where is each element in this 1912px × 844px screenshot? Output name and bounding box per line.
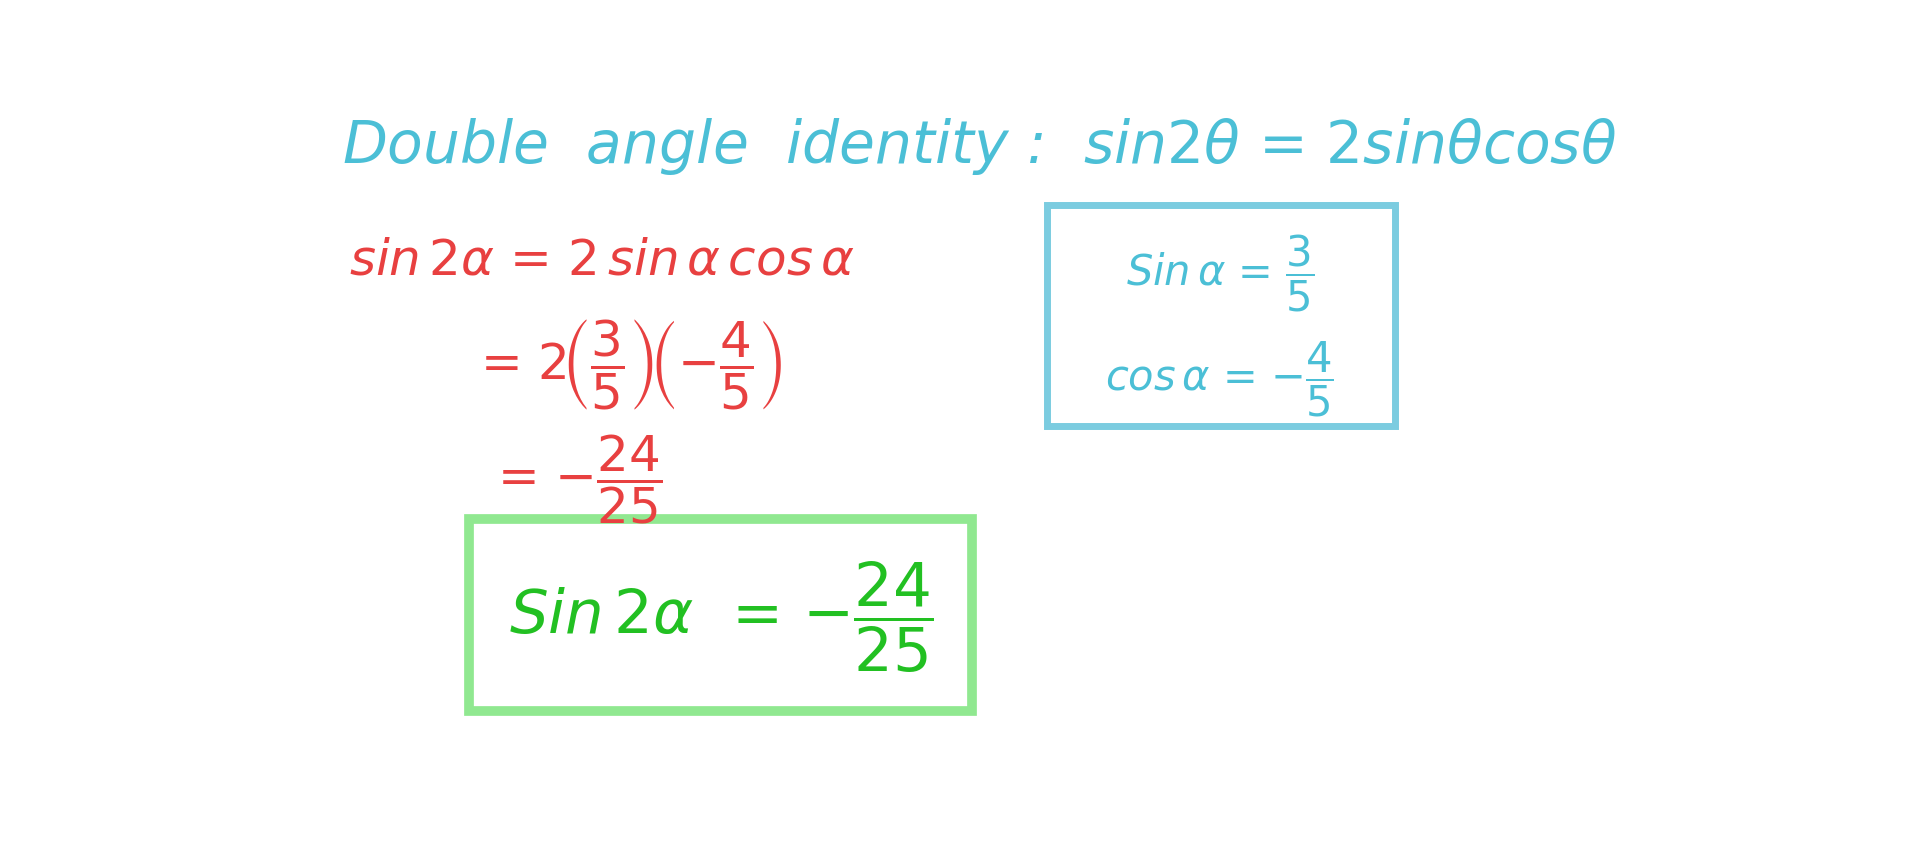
Text: $\mathit{Sin\,\alpha}$ = $\mathit{\dfrac{3}{5}}$: $\mathit{Sin\,\alpha}$ = $\mathit{\dfrac…: [1126, 233, 1314, 314]
FancyBboxPatch shape: [468, 519, 973, 711]
FancyBboxPatch shape: [1046, 205, 1396, 426]
Text: $\mathit{cos\,\alpha}$ = $\mathit{-\dfrac{4}{5}}$: $\mathit{cos\,\alpha}$ = $\mathit{-\dfra…: [1105, 340, 1335, 419]
Text: $\mathit{sin\,2\alpha}$ = $\mathit{2\,sin\,\alpha\,cos\,\alpha}$: $\mathit{sin\,2\alpha}$ = $\mathit{2\,si…: [350, 236, 855, 284]
Text: = $\mathit{-\dfrac{24}{25}}$: = $\mathit{-\dfrac{24}{25}}$: [497, 433, 662, 527]
Text: $\mathit{Sin\,2\alpha}$  = $\mathit{-\dfrac{24}{25}}$: $\mathit{Sin\,2\alpha}$ = $\mathit{-\dfr…: [509, 560, 933, 675]
Text: = $\mathit{2\!\left(\dfrac{3}{5}\right)\!\left(-\dfrac{4}{5}\right)}$: = $\mathit{2\!\left(\dfrac{3}{5}\right)\…: [480, 317, 782, 412]
Text: Double  angle  identity :  $\mathit{sin2\theta}$ = $\mathit{2sin\theta cos\theta: Double angle identity : $\mathit{sin2\th…: [342, 116, 1618, 177]
